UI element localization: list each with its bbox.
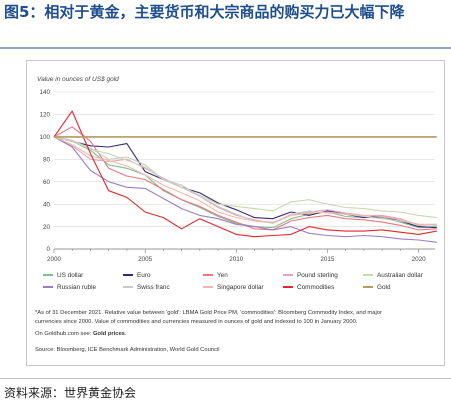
gold-prices-link[interactable]: Gold prices xyxy=(93,331,125,337)
legend-label: Gold xyxy=(377,284,391,291)
source-text: 资料来源：世界黄金协会 xyxy=(4,386,137,400)
series-line-australian-dollar xyxy=(53,136,437,219)
legend-swatch xyxy=(283,286,293,289)
series-line-yen xyxy=(53,126,437,231)
y-tick-label: 60 xyxy=(43,179,51,186)
chart-panel: Value in ounces of US$ gold 0 20 40 60 80 100 1… xyxy=(26,60,445,366)
legend-label: US dollar xyxy=(57,272,84,279)
x-tick-label: 2020 xyxy=(412,256,427,263)
footnote-line-1: *As of 31 December 2021. Relative value … xyxy=(35,310,382,316)
legend-swatch xyxy=(43,286,53,289)
chart-legend: US dollar Euro Yen Pound sterling Australian… xyxy=(43,272,443,296)
legend-swatch xyxy=(123,286,133,289)
y-tick-label: 40 xyxy=(43,201,51,208)
goldhub-note: On Goldhub.com see: Gold prices. xyxy=(35,330,435,339)
series-line-swiss-franc xyxy=(53,136,437,226)
footnote: *As of 31 December 2021. Relative value … xyxy=(35,309,435,326)
legend-item: Singapore dollar xyxy=(203,284,264,291)
series-line-russian-ruble xyxy=(53,136,437,243)
legend-swatch xyxy=(43,274,53,277)
legend-swatch xyxy=(123,274,133,277)
legend-swatch xyxy=(283,274,293,277)
title-divider xyxy=(0,47,451,49)
legend-label: Commodities xyxy=(297,284,335,291)
series-line-commodities xyxy=(53,110,437,238)
legend-label: Euro xyxy=(137,272,151,279)
goldhub-prefix: On Goldhub.com see: xyxy=(35,331,94,337)
legend-item: Pound sterling xyxy=(283,272,338,279)
legend-item: Gold xyxy=(363,284,391,291)
y-tick-label: 20 xyxy=(43,224,51,231)
goldhub-suffix: . xyxy=(124,331,127,337)
y-tick-label: 100 xyxy=(39,134,50,141)
x-tick-label: 2005 xyxy=(138,256,153,263)
y-tick-label: 120 xyxy=(39,112,50,119)
legend-item: Commodities xyxy=(283,284,334,291)
legend-label: Russian ruble xyxy=(57,284,97,291)
series-line-singapore-dollar xyxy=(53,136,437,225)
x-tick-label: 2010 xyxy=(229,256,244,263)
legend-item: Russian ruble xyxy=(43,284,96,291)
legend-row: US dollar Euro Yen Pound sterling Australian… xyxy=(43,272,443,284)
chart-source: Source: Bloomberg, ICE Benchmark Adminis… xyxy=(35,347,220,353)
legend-swatch xyxy=(203,286,213,289)
y-tick-label: 140 xyxy=(39,89,50,96)
legend-row: Russian ruble Swiss franc Singapore dollar… xyxy=(43,284,443,296)
legend-label: Australian dollar xyxy=(377,272,423,279)
legend-swatch xyxy=(363,286,373,289)
legend-label: Yen xyxy=(217,272,228,279)
legend-label: Singapore dollar xyxy=(217,284,264,291)
y-tick-label: 0 xyxy=(46,246,50,253)
legend-item: Yen xyxy=(203,272,228,279)
y-tick-label: 80 xyxy=(43,156,51,163)
series-line-pound-sterling xyxy=(53,136,437,226)
legend-item: Swiss franc xyxy=(123,284,170,291)
legend-label: Swiss franc xyxy=(137,284,170,291)
y-axis-label: Value in ounces of US$ gold xyxy=(37,76,119,83)
legend-label: Pound sterling xyxy=(297,272,338,279)
figure-title: 图5：相对于黄金，主要货币和大宗商品的购买力已大幅下降 xyxy=(4,3,405,21)
legend-swatch xyxy=(363,274,373,277)
footnote-line-2: currencies since 2000. Value of commodit… xyxy=(35,318,358,325)
x-tick-label: 2015 xyxy=(320,256,335,263)
x-tick-label: 2000 xyxy=(47,256,62,263)
legend-swatch xyxy=(203,274,213,277)
legend-item: Australian dollar xyxy=(363,272,423,279)
legend-item: Euro xyxy=(123,272,151,279)
legend-item: US dollar xyxy=(43,272,83,279)
source-divider xyxy=(0,378,451,379)
line-chart: Value in ounces of US$ gold 0 20 40 60 80 100 1… xyxy=(37,76,437,263)
